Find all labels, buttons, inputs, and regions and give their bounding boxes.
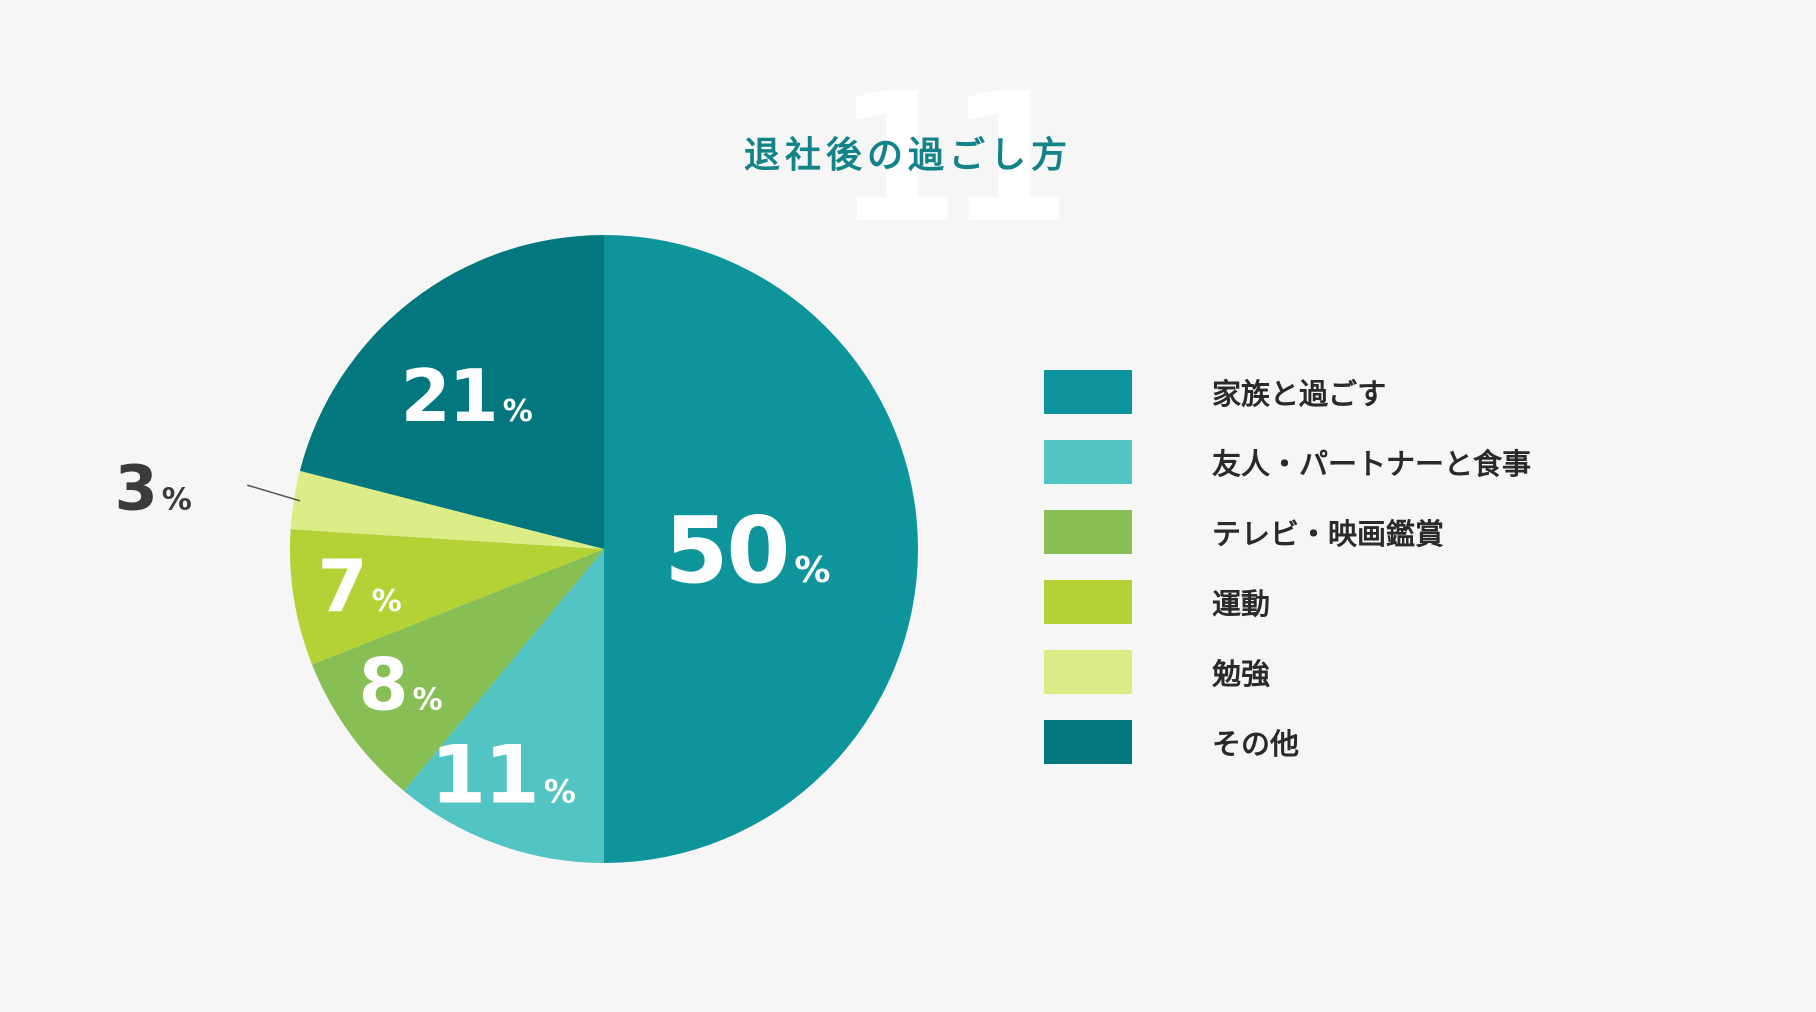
slice-unit-tv-movies: %: [413, 683, 443, 718]
slice-label-friends-dining: 11%: [431, 728, 576, 821]
background-section-number: 11: [836, 55, 1072, 262]
slice-value-other: 21: [401, 354, 497, 438]
slice-unit-friends-dining: %: [544, 772, 576, 810]
pie-slice-exercise: [290, 529, 604, 665]
slice-label-family: 50%: [664, 497, 830, 604]
leader-line-study: [246, 484, 301, 502]
slice-unit-exercise: %: [372, 584, 402, 619]
pie-slice-friends-dining: [403, 549, 604, 863]
slice-unit-family: %: [794, 550, 830, 591]
legend-label-exercise: 運動: [1212, 587, 1271, 621]
legend-swatch-tv-movies: [1044, 510, 1132, 554]
pie-slice-tv-movies: [312, 549, 604, 791]
slice-label-exercise: 7%: [318, 544, 402, 628]
legend-item-tv-movies: テレビ・映画鑑賞: [1044, 510, 1531, 554]
legend-swatch-study: [1044, 650, 1132, 694]
legend-label-tv-movies: テレビ・映画鑑賞: [1212, 517, 1445, 551]
chart-title: 退社後の過ごし方: [743, 135, 1072, 176]
legend-label-friends-dining: 友人・パートナーと食事: [1212, 447, 1532, 481]
slice-value-tv-movies: 8: [359, 643, 407, 727]
pie-slice-other: [299, 235, 604, 549]
legend-swatch-exercise: [1044, 580, 1132, 624]
legend-label-family: 家族と過ごす: [1212, 377, 1387, 411]
legend-swatch-other: [1044, 720, 1132, 764]
slice-value-friends-dining: 11: [431, 728, 538, 821]
slice-unit-other: %: [503, 394, 533, 429]
legend-item-study: 勉強: [1044, 650, 1531, 694]
slice-label-tv-movies: 8%: [359, 643, 443, 727]
legend-label-study: 勉強: [1212, 657, 1271, 691]
legend-item-exercise: 運動: [1044, 580, 1531, 624]
slice-value-exercise: 7: [318, 544, 366, 628]
slice-unit-study: %: [162, 482, 192, 517]
slice-label-study: 3%: [115, 451, 192, 524]
slice-value-study: 3: [115, 451, 156, 524]
legend-label-other: その他: [1212, 727, 1300, 761]
slice-value-family: 50: [664, 497, 788, 604]
legend-item-other: その他: [1044, 720, 1531, 764]
pie-slice-study: [290, 470, 604, 549]
slice-label-other: 21%: [401, 354, 533, 438]
legend-swatch-family: [1044, 370, 1132, 414]
legend-item-friends-dining: 友人・パートナーと食事: [1044, 440, 1531, 484]
legend-swatch-friends-dining: [1044, 440, 1132, 484]
chart-legend: 家族と過ごす 友人・パートナーと食事 テレビ・映画鑑賞 運動 勉強 その他: [1044, 370, 1531, 790]
legend-item-family: 家族と過ごす: [1044, 370, 1531, 414]
pie-slice-family: [604, 235, 918, 863]
